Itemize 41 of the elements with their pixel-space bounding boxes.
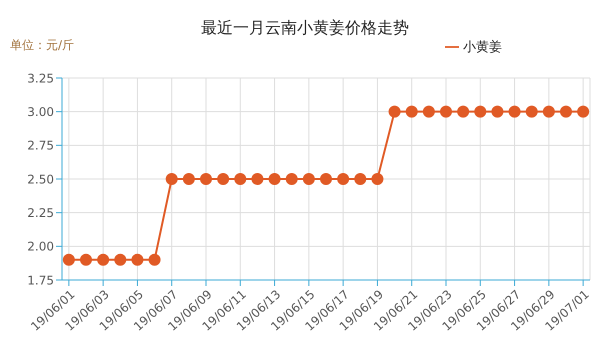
point xyxy=(182,173,195,185)
y-tick-label: 1.75 xyxy=(27,273,54,288)
point xyxy=(217,173,230,185)
point xyxy=(200,173,212,185)
y-tick-label: 2.25 xyxy=(27,206,54,220)
point xyxy=(371,173,384,185)
y-axis-title: 单位：元/斤 xyxy=(10,37,74,54)
point xyxy=(97,254,110,266)
y-tick-label: 2.75 xyxy=(27,138,54,153)
point xyxy=(148,254,161,266)
point xyxy=(508,106,521,118)
y-tick-label: 3.00 xyxy=(27,104,54,119)
point xyxy=(337,173,350,185)
point xyxy=(474,106,486,118)
point xyxy=(542,106,555,118)
point xyxy=(440,106,452,118)
point xyxy=(388,106,401,118)
point xyxy=(302,173,315,185)
point xyxy=(114,254,126,266)
point xyxy=(457,106,470,118)
point xyxy=(62,254,75,266)
point xyxy=(234,173,246,185)
point xyxy=(80,254,92,266)
y-tick-label: 3.25 xyxy=(27,71,54,86)
point xyxy=(251,173,264,185)
point xyxy=(286,173,298,185)
point xyxy=(166,173,178,185)
point xyxy=(560,106,572,118)
point xyxy=(268,173,281,185)
legend-label: 小黄姜 xyxy=(463,40,502,55)
point xyxy=(320,173,332,185)
y-tick-label: 2.00 xyxy=(27,240,54,254)
chart-title: 最近一月云南小黄姜价格走势 xyxy=(200,18,410,39)
point xyxy=(577,106,590,118)
point xyxy=(406,106,418,118)
point xyxy=(526,106,538,118)
point xyxy=(422,106,435,118)
point xyxy=(131,254,144,266)
point xyxy=(354,173,366,185)
point xyxy=(491,106,504,118)
y-tick-label: 2.50 xyxy=(27,172,54,186)
